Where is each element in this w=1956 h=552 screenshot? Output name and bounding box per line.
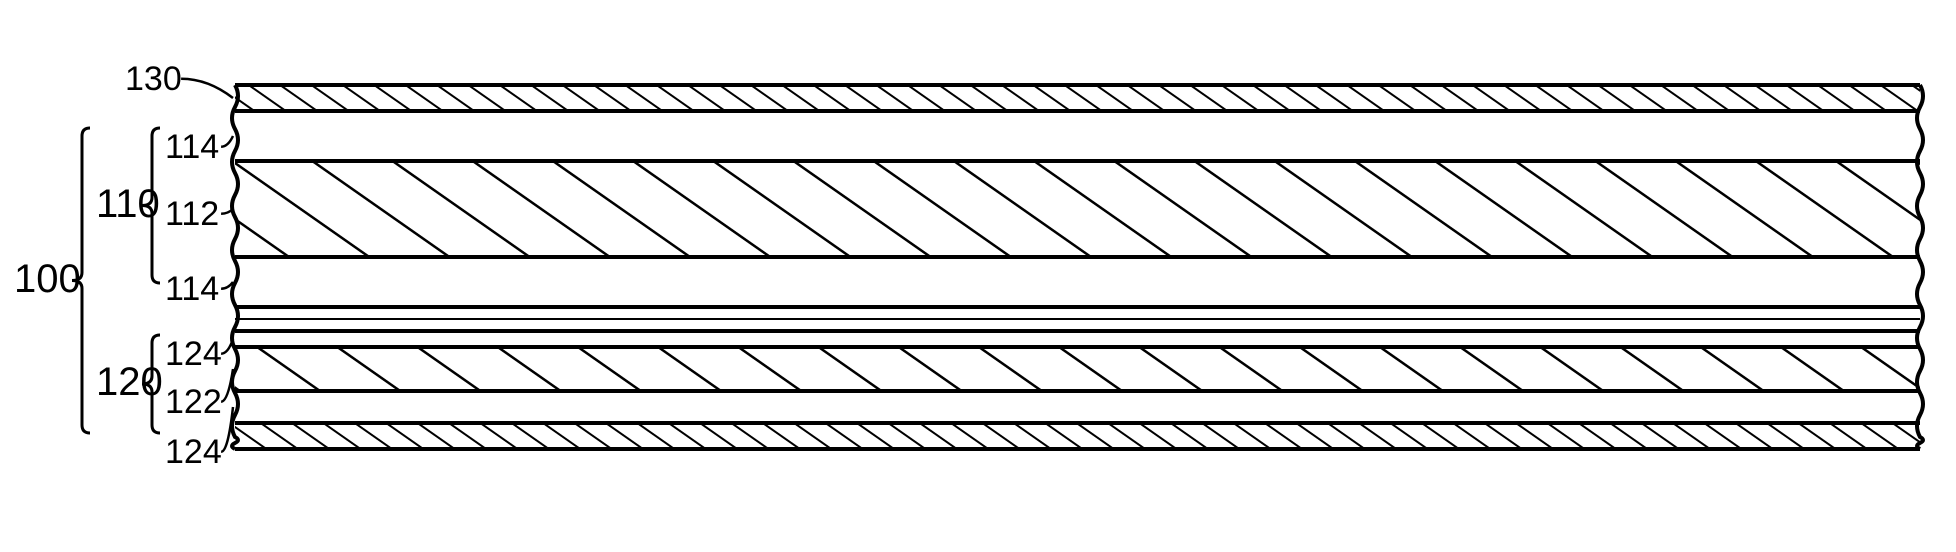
diagram-root: 130 114 112 114 124 122 124 100 110 120: [0, 0, 1956, 552]
label-114: 114: [165, 128, 219, 167]
group-label-110: 110: [96, 182, 160, 227]
label-124: 124: [165, 433, 222, 472]
label-124: 124: [165, 335, 222, 374]
layer-tail: [235, 423, 1920, 449]
diagram-svg: [0, 0, 1956, 552]
layer-stack: [0, 0, 1956, 552]
layer-122: [235, 347, 1920, 391]
label-112: 112: [165, 195, 219, 234]
layer-112: [235, 161, 1920, 257]
group-label-120: 120: [96, 360, 163, 405]
label-122: 122: [165, 383, 222, 422]
label-130: 130: [125, 60, 182, 99]
layer-130: [235, 85, 1920, 111]
label-114: 114: [165, 270, 219, 309]
group-label-100: 100: [14, 257, 81, 302]
